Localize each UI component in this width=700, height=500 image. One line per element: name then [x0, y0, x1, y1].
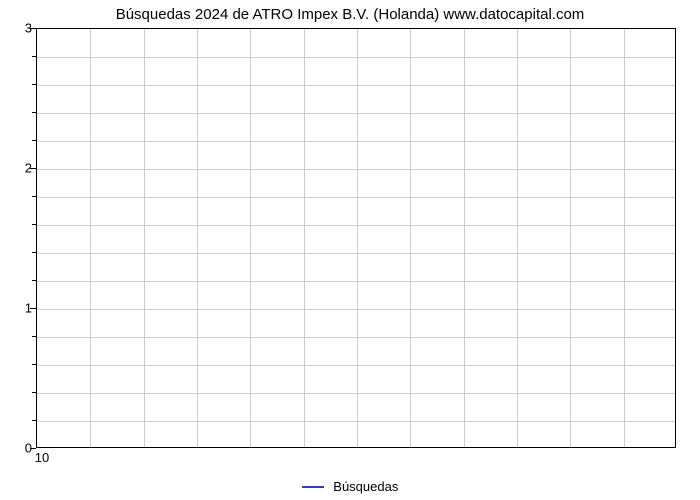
gridline-v	[144, 29, 145, 447]
y-minor-tick	[32, 420, 36, 421]
x-tick-label: 10	[35, 450, 49, 465]
gridline-v	[517, 29, 518, 447]
y-major-tick	[30, 448, 36, 449]
gridline-h	[37, 225, 675, 226]
y-minor-tick	[32, 364, 36, 365]
gridline-v	[90, 29, 91, 447]
gridline-h	[37, 141, 675, 142]
y-minor-tick	[32, 84, 36, 85]
y-minor-tick	[32, 196, 36, 197]
y-minor-tick	[32, 336, 36, 337]
y-major-tick	[30, 308, 36, 309]
gridline-v	[464, 29, 465, 447]
y-minor-tick	[32, 56, 36, 57]
chart-title: Búsquedas 2024 de ATRO Impex B.V. (Holan…	[0, 6, 700, 23]
gridline-h	[37, 309, 675, 310]
legend-label: Búsquedas	[333, 479, 398, 494]
legend-line-icon	[302, 486, 324, 488]
gridline-v	[570, 29, 571, 447]
y-minor-tick	[32, 252, 36, 253]
gridline-v	[250, 29, 251, 447]
legend: Búsquedas	[0, 478, 700, 494]
y-minor-tick	[32, 112, 36, 113]
gridline-v	[357, 29, 358, 447]
y-minor-tick	[32, 280, 36, 281]
gridline-h	[37, 281, 675, 282]
y-major-tick	[30, 28, 36, 29]
gridline-h	[37, 393, 675, 394]
gridline-h	[37, 57, 675, 58]
y-minor-tick	[32, 140, 36, 141]
gridline-v	[304, 29, 305, 447]
gridline-h	[37, 253, 675, 254]
gridline-h	[37, 421, 675, 422]
gridline-h	[37, 365, 675, 366]
y-minor-tick	[32, 392, 36, 393]
chart-container: Búsquedas 2024 de ATRO Impex B.V. (Holan…	[0, 0, 700, 500]
gridline-h	[37, 197, 675, 198]
gridline-v	[410, 29, 411, 447]
gridline-h	[37, 169, 675, 170]
gridline-h	[37, 113, 675, 114]
gridline-v	[624, 29, 625, 447]
gridline-h	[37, 85, 675, 86]
plot-area	[36, 28, 676, 448]
y-major-tick	[30, 168, 36, 169]
y-minor-tick	[32, 224, 36, 225]
gridline-v	[197, 29, 198, 447]
gridline-h	[37, 337, 675, 338]
